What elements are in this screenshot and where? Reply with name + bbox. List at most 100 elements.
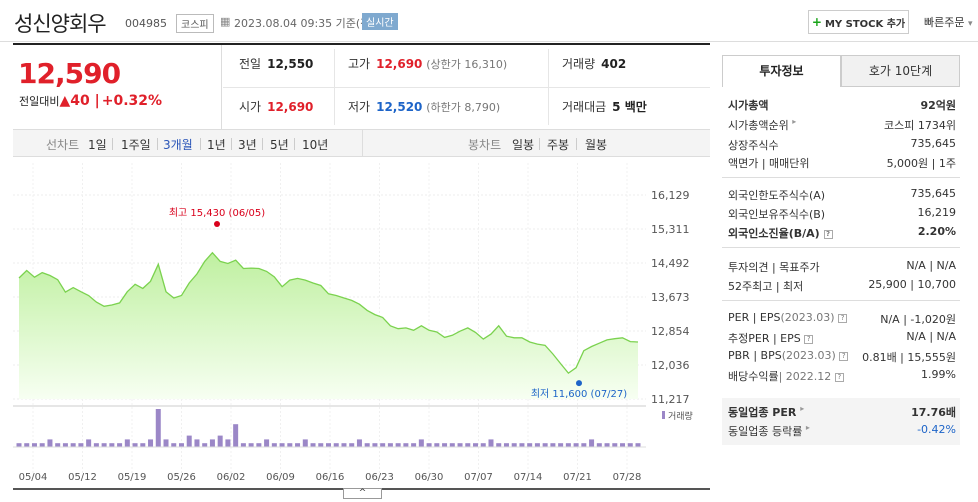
y-tick-label: 11,217 [651,393,690,406]
period-sep [294,138,295,150]
period-sep [262,138,263,150]
row-opinion: 투자의견 | 목표주가 N/A | N/A [728,259,958,277]
par-value: 5,000원 | 1주 [886,157,956,170]
div-value: 1.99% [921,368,956,381]
help-icon[interactable]: ? [834,372,844,382]
period-10y[interactable]: 10년 [302,138,329,152]
help-icon[interactable]: ? [839,351,849,361]
up-arrow-icon: ▲ [59,93,71,109]
industry-rate-value: -0.42% [917,423,956,436]
industry-rate-label: 동일업종 등락률 [728,425,803,438]
volume-bar [155,409,161,447]
market-badge: 코스피 [176,14,214,33]
volume-bar [326,443,331,447]
industry-box: 동일업종 PER ▸ 17.76배 동일업종 등락률 ▸ -0.42% [722,398,960,445]
x-tick-label: 06/02 [217,472,246,483]
volume-bar [488,439,494,447]
shares-label: 상장주식수 [728,139,779,152]
tab-invest-info[interactable]: 투자정보 [722,55,841,87]
realtime-badge[interactable]: 실시간 [362,13,398,30]
volume-bar [271,443,277,447]
stat-prev-label: 전일 [239,57,262,71]
volume-bar [109,443,115,447]
foreign-limit-label: 외국인한도주식수(A) [728,189,826,202]
volume-bar [496,443,502,447]
period-3m[interactable]: 3개월 [163,138,193,152]
side-tabs: 투자정보 호가 10단계 [722,55,960,87]
volume-bar [387,443,393,447]
y-tick-label: 12,854 [651,325,690,338]
tab-orderbook[interactable]: 호가 10단계 [841,55,960,87]
info-divider [722,177,960,178]
volume-bar [39,443,45,447]
volume-bar [589,439,595,447]
volume-bar [395,443,401,447]
volume-bar [70,443,76,447]
period-1d[interactable]: 1일 [88,138,107,152]
row-rank[interactable]: 시가총액순위 ▸ 코스피 1734위 [728,117,958,135]
stat-low: 저가 12,520 (하한가 8,790) [348,98,500,115]
y-tick-label: 15,311 [651,223,690,236]
help-icon[interactable]: ? [838,313,848,323]
volume-bar [349,443,355,447]
volume-bar [302,439,308,447]
side-panel: 투자정보 호가 10단계 시가총액 92억원 시가총액순위 ▸ 코스피 1734위 … [722,55,960,445]
stock-name[interactable]: 성신양회우 [14,12,107,36]
volume-bar [279,443,285,447]
volume-bar [31,443,37,447]
row-industry-per[interactable]: 동일업종 PER ▸ 17.76배 [728,404,958,422]
period-sep [539,138,540,150]
price-change: 전일대비▲40 | +0.32% [19,93,162,109]
volume-bar [627,443,633,447]
price-chart[interactable]: 16,129 15,311 14,492 13,673 12,854 12,036 11,2… [13,157,710,491]
volume-bar [534,443,540,447]
marketcap-label: 시가총액 [728,99,769,112]
volume-bar [178,443,184,447]
period-1y[interactable]: 1년 [207,138,226,152]
row-industry-rate[interactable]: 동일업종 등락률 ▸ -0.42% [728,423,958,441]
stat-high-label: 고가 [348,57,371,71]
plus-icon: + [811,15,822,29]
candle-weekly[interactable]: 주봉 [547,138,570,152]
foreign-ratio-label: 외국인소진율(B/A) [728,227,820,240]
stat-volume-value: 402 [601,57,627,71]
volume-bar [186,435,192,447]
volume-bar [78,443,84,447]
stat-prev: 전일 12,550 [239,55,313,72]
volume-bar [442,443,448,447]
period-1w[interactable]: 1주일 [121,138,151,152]
stat-low-value: 12,520 [376,100,423,114]
volume-legend-swatch [662,411,665,419]
my-stock-add-button[interactable]: + MY STOCK 추가 [808,10,909,34]
period-sep [157,138,158,150]
volume-bar [403,443,409,447]
candle-daily[interactable]: 일봉 [512,138,535,152]
volume-bar [418,439,424,447]
volume-bar [233,424,239,447]
calendar-icon: ▦ [220,15,231,28]
volume-bar [16,443,22,447]
row-foreign-limit: 외국인한도주식수(A) 735,645 [728,187,958,205]
row-marketcap: 시가총액 92억원 [728,97,958,115]
period-sep [200,138,201,150]
stat-amount: 거래대금 5 백만 [562,98,647,115]
row-foreign-hold: 외국인보유주식수(B) 16,219 [728,206,958,224]
quick-order-button[interactable]: 빠른주문 ▾ [924,14,973,30]
x-tick-label: 07/28 [613,472,642,483]
chevron-right-icon: ▸ [792,117,797,126]
period-3y[interactable]: 3년 [238,138,257,152]
per-sub: (2023.03) [780,311,835,324]
help-icon[interactable]: ? [804,334,814,344]
my-stock-label: MY STOCK 추가 [824,18,906,30]
collapse-toggle-button[interactable]: ^ [343,488,382,499]
help-icon[interactable]: ? [823,229,833,239]
x-tick-label: 06/16 [316,472,345,483]
volume-bar [411,443,417,447]
stat-volume: 거래량 402 [562,55,626,72]
candle-monthly[interactable]: 월봉 [585,138,608,152]
row-shares: 상장주식수 735,645 [728,137,958,155]
volume-legend-label: 거래량 [668,410,693,422]
datetime-text: 2023.08.04 09:35 기준(장중) [234,17,385,30]
volume-bar [635,443,641,447]
period-5y[interactable]: 5년 [270,138,289,152]
